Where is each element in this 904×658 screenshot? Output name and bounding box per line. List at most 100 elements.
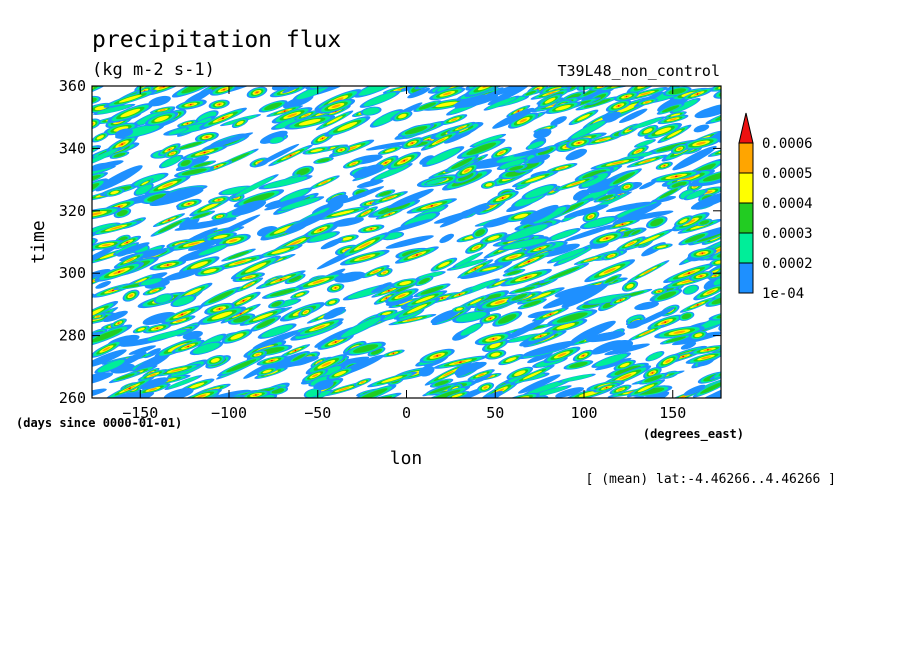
precip-cell xyxy=(614,91,640,102)
precip-cell xyxy=(110,318,127,328)
precip-cell xyxy=(708,245,721,261)
colorbar-swatch xyxy=(738,262,754,294)
precip-cell xyxy=(674,215,693,227)
precip-cell xyxy=(320,238,344,250)
precip-cell xyxy=(479,232,508,244)
precip-cell xyxy=(683,384,706,396)
precip-cell xyxy=(446,121,476,134)
precip-cell xyxy=(579,215,619,230)
precip-cell xyxy=(92,243,122,269)
precip-cell xyxy=(529,204,571,226)
precip-cell xyxy=(545,101,582,114)
x-tick-label: −150 xyxy=(122,404,158,422)
precip-cell xyxy=(465,241,488,254)
precip-cell xyxy=(419,155,435,165)
precip-cell xyxy=(506,366,534,380)
precip-cell xyxy=(182,330,203,340)
precip-cell xyxy=(533,128,552,139)
precip-cell xyxy=(255,270,306,290)
precip-cell xyxy=(174,220,214,231)
precip-cell xyxy=(434,86,460,93)
precip-cell xyxy=(444,154,479,173)
precip-cell xyxy=(284,210,334,234)
precip-cell xyxy=(248,350,267,359)
precip-cell xyxy=(693,283,721,301)
precip-cell xyxy=(506,291,532,303)
precip-cell xyxy=(268,136,285,144)
precip-cell xyxy=(546,162,578,173)
precip-cell xyxy=(517,298,547,310)
precip-cell xyxy=(595,357,632,371)
precip-cell xyxy=(630,385,673,397)
precip-cell xyxy=(109,151,130,159)
precip-cell xyxy=(215,233,251,248)
precip-cell xyxy=(708,309,721,321)
precip-cell xyxy=(575,96,619,111)
precip-cell xyxy=(102,392,141,398)
precip-cell xyxy=(585,331,626,343)
precip-cell xyxy=(524,242,556,255)
precip-cell xyxy=(162,268,202,281)
precip-cell xyxy=(258,244,303,258)
precip-cell xyxy=(218,185,253,196)
precip-cell xyxy=(271,86,293,91)
precip-cell xyxy=(439,202,488,228)
precip-cell xyxy=(208,99,230,110)
precip-cell xyxy=(246,86,268,99)
precip-cell xyxy=(234,277,264,293)
y-tick-label: 300 xyxy=(59,264,86,282)
precip-cell xyxy=(522,378,572,396)
precip-cell xyxy=(194,265,226,277)
precip-cell xyxy=(491,146,512,159)
precip-cell xyxy=(506,105,531,118)
precip-cell xyxy=(567,118,610,141)
precip-cell xyxy=(572,320,616,343)
colorbar-label: 0.0003 xyxy=(762,226,813,242)
precip-cell xyxy=(504,164,528,172)
precip-cell xyxy=(401,137,424,149)
precip-cell xyxy=(651,170,702,183)
precip-cell xyxy=(626,154,668,168)
precip-cell xyxy=(359,90,401,108)
precip-cell xyxy=(413,283,451,298)
colorbar-label: 0.0006 xyxy=(762,136,813,152)
precip-cell xyxy=(113,235,142,250)
precip-cell xyxy=(522,340,577,357)
y-axis-units: (days since 0000-01-01) xyxy=(16,416,182,430)
precip-cell xyxy=(654,325,705,339)
precip-cell xyxy=(128,345,156,355)
precip-cell xyxy=(152,213,186,227)
precip-cell xyxy=(694,168,721,185)
x-tick-label: 0 xyxy=(402,404,411,422)
precip-cell xyxy=(264,195,310,211)
precip-cell xyxy=(313,156,334,164)
precip-cell xyxy=(578,171,612,189)
precip-cell xyxy=(616,236,646,252)
precip-cell xyxy=(136,178,154,188)
precip-cell xyxy=(142,285,167,296)
colorbar-extend-arrow xyxy=(738,112,754,144)
precip-cell xyxy=(506,318,546,340)
precip-cell xyxy=(92,324,133,347)
precip-cell xyxy=(204,302,235,315)
precip-cell xyxy=(462,294,490,309)
precip-cell xyxy=(555,387,585,398)
precip-cell xyxy=(650,243,673,251)
precip-cell xyxy=(115,242,150,256)
precip-cell xyxy=(397,123,435,137)
precip-cell xyxy=(487,86,530,106)
precip-cell xyxy=(502,268,526,277)
precip-cell xyxy=(142,323,172,334)
precip-cell xyxy=(189,341,224,356)
precip-cell xyxy=(303,388,322,398)
precip-cell xyxy=(64,289,82,301)
chart-title: precipitation flux xyxy=(92,27,341,53)
precip-cell xyxy=(501,222,553,242)
precip-cell xyxy=(550,116,567,126)
precip-cell xyxy=(221,248,256,262)
precip-cell xyxy=(445,289,474,300)
precip-cell xyxy=(546,246,590,264)
precip-cell xyxy=(200,286,242,307)
precip-cell xyxy=(376,86,418,87)
